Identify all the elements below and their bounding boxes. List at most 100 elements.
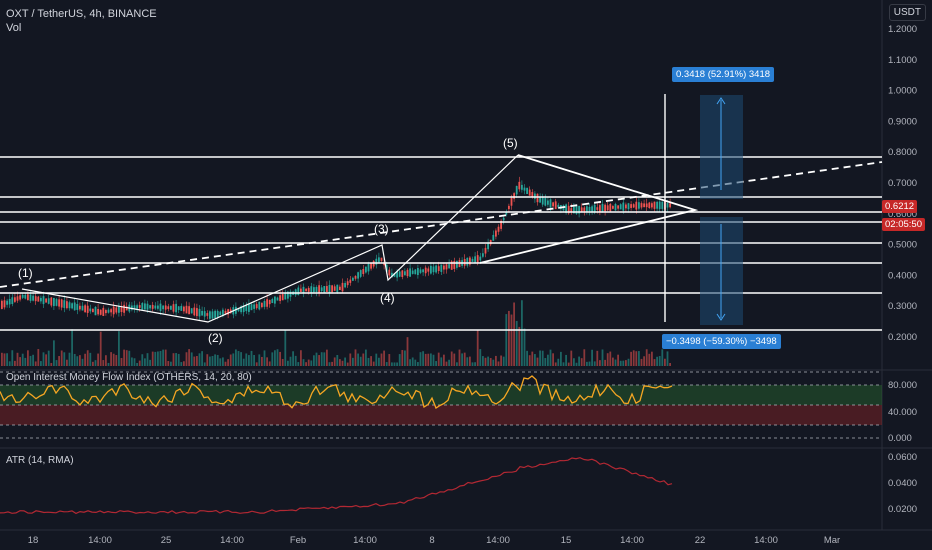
volume-bar [469,356,471,366]
volume-bar [656,356,658,366]
volume-bar [664,358,666,366]
target-label: 0.3418 (52.91%) 3418 [672,67,775,82]
oscillator-line[interactable] [0,375,673,409]
volume-bar [521,300,523,366]
volume-bar [352,357,354,366]
candle-body [398,271,401,277]
volume-bar [391,362,393,366]
volume-bar [346,362,349,366]
volume-bar [24,357,27,366]
candle-body [658,201,661,210]
volume-bar [144,358,146,366]
oscillator-title[interactable]: Open Interest Money Flow Index (OTHERS, … [6,372,252,383]
volume-bar [37,349,40,366]
oscillator-axis: 80.000 40.000 0.000 [888,380,917,444]
volume-bar [604,359,606,366]
volume-bar [248,355,250,366]
candle-body [92,308,94,313]
atr-axis-label: 0.0200 [888,504,917,515]
candle-body [513,193,515,199]
candle-body [245,305,248,312]
volume-bar [133,358,136,366]
volume-bar [281,358,284,366]
candle-body [344,282,346,288]
volume-bar [102,360,105,366]
candle-body [115,307,118,313]
candle-body [133,305,136,310]
volume-bar [245,353,248,366]
volume-bar [567,362,570,366]
candle-body [84,305,86,313]
candle-body [437,266,440,271]
atr-line[interactable] [0,457,673,515]
volume-bar [409,359,411,366]
candle-body [198,308,201,317]
volume-bar [115,355,118,366]
volume-bar [110,352,112,366]
volume-bar [242,358,245,366]
candle-body [617,205,619,209]
candle-body [333,286,336,291]
symbol-title[interactable]: OXT / TetherUS, 4h, BINANCE [6,8,157,20]
price-pane[interactable] [0,0,882,370]
volume-bar [157,351,159,366]
candle-body [612,206,614,209]
volume-bar [188,349,190,366]
time-axis-label: 15 [561,535,572,546]
wave-label-5: (5) [503,136,518,150]
volume-bar [422,351,424,366]
triangle-pattern[interactable] [479,154,699,264]
stop-label: −0.3498 (−59.30%) −3498 [662,334,781,349]
volume-bar [167,361,170,366]
candle-body [583,207,586,212]
volume-bar [19,357,21,366]
volume-bar [562,362,565,366]
volume-bar [271,352,274,366]
candle-body [336,284,339,293]
candle-body [242,305,245,313]
volume-bar [141,354,144,366]
candle-body [534,193,536,199]
candle-body [365,266,367,273]
candle-body [89,308,92,312]
elliott-wave-path[interactable] [21,154,519,323]
volume-bar [201,351,203,366]
volume-bar [310,360,313,366]
candle-body [131,305,133,310]
volume-legend[interactable]: Vol [6,22,22,34]
candle-body [456,260,458,268]
long-position-tool[interactable] [700,95,743,325]
dashed-trend-line[interactable] [0,161,883,288]
currency-button[interactable]: USDT [888,4,926,21]
volume-bar [505,314,508,366]
candle-body [331,285,333,293]
time-axis-label: 14:00 [754,535,778,546]
volume-bar [84,353,86,366]
candle-body [476,255,479,264]
volume-bar [357,353,359,366]
candle-body [474,256,476,264]
volume-bar [653,359,656,366]
candle-body [172,304,175,312]
candle-body [276,297,279,301]
atr-title[interactable]: ATR (14, RMA) [6,455,74,466]
candle-body [339,286,341,291]
volume-bar [214,354,216,366]
candle-body [552,202,554,207]
candle-body [357,272,359,279]
candle-body [102,307,105,317]
candle-body [521,184,523,190]
candle-body [536,193,539,203]
candle-body [500,220,502,229]
candle-body [107,309,110,313]
oscillator-axis-label: 80.000 [888,380,917,391]
candle-body [445,264,448,270]
candle-body [42,296,45,305]
volume-bar [27,350,29,366]
candle-body [604,204,606,212]
volume-bar [172,353,175,366]
volume-bar [601,349,604,366]
candle-body [222,309,224,317]
volume-bar [73,353,76,366]
